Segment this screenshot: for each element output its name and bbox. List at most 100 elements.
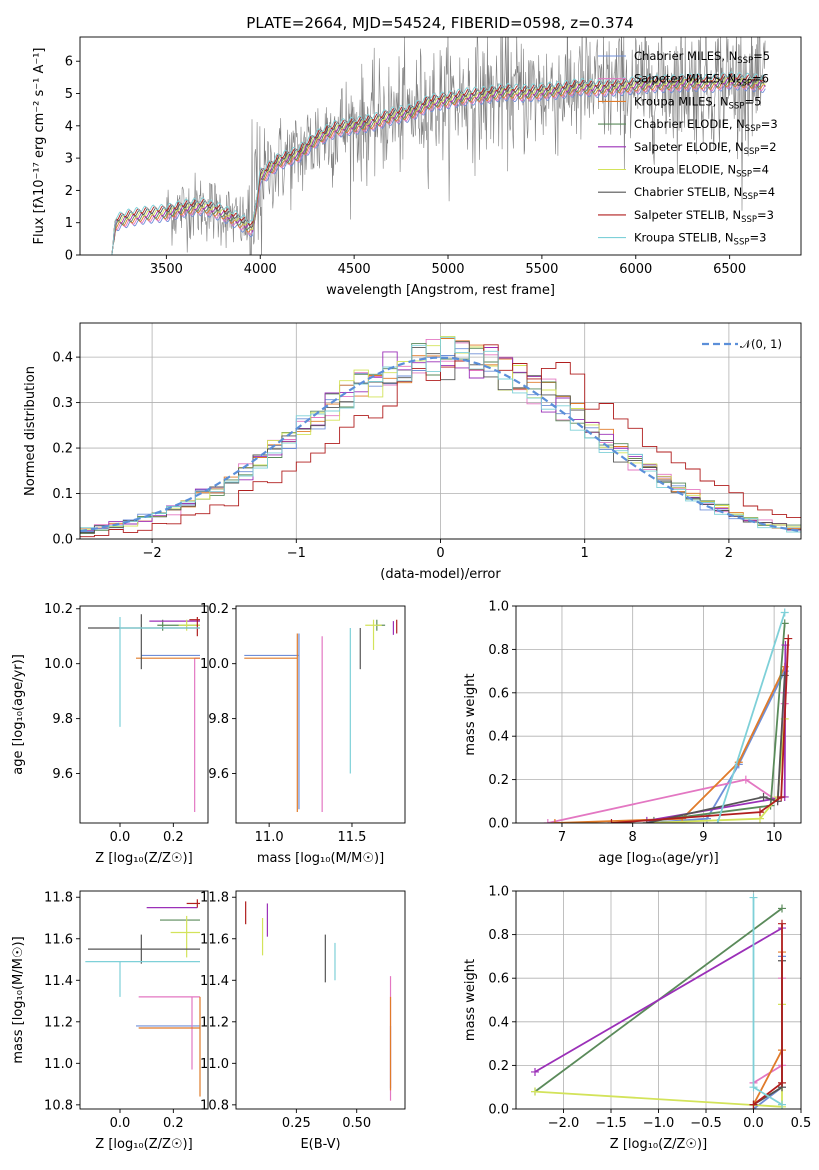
mass-weight-marker (780, 608, 789, 617)
x-tick-label: −1 (287, 546, 306, 561)
mass-weight-line (753, 978, 783, 1084)
panel-weight_vs_age: 7 8 9 10 0.0 0.2 0.4 0.6 0.8 1.0 age [log₁₀(age/yr… (463, 600, 802, 866)
y-tick-label: 0.6 (488, 686, 509, 701)
mass-weight-marker (749, 1100, 758, 1109)
y-tick-label: 10.0 (200, 657, 229, 672)
gaussian-curve (80, 356, 801, 533)
y-tick-label: 0.4 (52, 351, 73, 366)
x-tick-label: 6000 (619, 262, 652, 277)
y-tick-label: 11.2 (44, 1015, 73, 1030)
y-tick-label: 0.0 (488, 1103, 509, 1118)
plot-area (244, 619, 398, 813)
x-tick-label: 0.2 (163, 830, 184, 845)
legend-label: Salpeter MILES, NSSP=6 (634, 72, 769, 89)
x-axis-label: wavelength [Angstrom, rest frame] (326, 283, 555, 298)
x-tick-label: −0.5 (690, 1116, 722, 1131)
panel-mass_vs_Z: 0.0 0.2 10.8 11.0 11.2 11.4 11.6 11.8 Z [log₁₀(Z… (11, 890, 209, 1152)
plot-area (111, 37, 766, 255)
x-tick-label: 2 (725, 546, 733, 561)
y-tick-label: 11.8 (44, 891, 73, 906)
plot-area (245, 901, 392, 1101)
mass-weight-marker (713, 819, 722, 823)
x-tick-label: 5000 (431, 262, 464, 277)
errorbar-point (88, 934, 200, 964)
y-tick-label: 0 (65, 249, 73, 264)
y-tick-label: 9.6 (52, 767, 73, 782)
mass-weight-marker (550, 819, 559, 823)
x-tick-label: −2 (143, 546, 162, 561)
y-tick-label: 11.2 (200, 1015, 229, 1030)
legend-label: Salpeter STELIB, NSSP=3 (634, 208, 774, 225)
y-tick-label: 0.1 (52, 487, 73, 502)
legend-label: Chabrier STELIB, NSSP=4 (634, 185, 775, 202)
y-tick-label: 10.8 (200, 1098, 229, 1113)
mass-weight-line (534, 927, 783, 1073)
y-tick-label: 5 (65, 87, 73, 102)
legend-label: Kroupa ELODIE, NSSP=4 (634, 163, 769, 180)
mass-weight-line (653, 623, 786, 822)
axes-frame (79, 36, 802, 256)
mass-weight-line (753, 960, 783, 1106)
errorbar-point (365, 619, 382, 650)
x-tick-label: 0.50 (342, 1116, 371, 1131)
axes-frame (79, 605, 209, 824)
panel-mass_vs_ebv: 0.25 0.50 10.8 11.0 11.2 11.4 11.6 11.8 E(B-V) (200, 890, 406, 1152)
plot-area (80, 335, 801, 538)
mass-weight-marker (755, 808, 764, 817)
mass-weight-line (554, 666, 786, 823)
mass-weight-line (716, 612, 786, 823)
x-tick-label: 9 (699, 830, 707, 845)
x-axis-label: Z [log₁₀(Z/Z☉)] (95, 1137, 192, 1152)
x-tick-label: 4500 (338, 262, 371, 277)
errorbar-point (194, 657, 200, 813)
x-tick-label: 8 (629, 830, 637, 845)
plot-area (531, 893, 786, 1109)
axes-frame (79, 890, 209, 1110)
mass-weight-marker (778, 1100, 786, 1109)
y-tick-label: 9.8 (208, 712, 229, 727)
x-tick-label: 1 (581, 546, 589, 561)
mass-weight-marker (749, 1083, 758, 1092)
y-tick-label: 0.4 (488, 1015, 509, 1030)
plot-area (85, 899, 201, 1097)
errorbar-point (244, 633, 298, 813)
x-tick-label: 10 (766, 830, 783, 845)
legend-label: Chabrier MILES, NSSP=5 (634, 49, 770, 66)
errorbar-point (170, 915, 200, 958)
panel-age_vs_mass: 11.0 11.5 9.6 9.8 10.0 10.2 mass [log₁₀(M/M☉)] (200, 602, 406, 866)
y-tick-label: 11.4 (44, 974, 73, 989)
errorbar-point (178, 619, 200, 631)
y-tick-label: 11.0 (200, 1057, 229, 1072)
x-tick-label: 0.0 (743, 1116, 764, 1131)
x-tick-label: 11.0 (255, 830, 284, 845)
panel-spectrum: 3500 4000 4500 5000 5500 6000 6500 0 1 2 3 4 5 6 wavel… (32, 36, 802, 298)
x-tick-label: 0.5 (791, 1116, 812, 1131)
legend-label: Kroupa STELIB, NSSP=3 (634, 231, 766, 248)
x-tick-label: 6500 (713, 262, 746, 277)
y-tick-label: 11.4 (200, 974, 229, 989)
x-axis-label: mass [log₁₀(M/M☉)] (257, 851, 384, 866)
mass-weight-marker (749, 893, 758, 902)
y-tick-label: 9.8 (52, 712, 73, 727)
x-tick-label: 0.2 (163, 1116, 184, 1131)
axes-frame (235, 605, 406, 824)
y-axis-label: Normed distribution (23, 366, 38, 496)
x-axis-label: Z [log₁₀(Z/Z☉)] (95, 851, 192, 866)
x-tick-label: 4000 (244, 262, 277, 277)
mass-weight-line (611, 638, 790, 823)
mass-weight-marker (759, 792, 768, 801)
y-axis-label: mass weight (463, 673, 478, 755)
mass-weight-line (646, 675, 786, 823)
panel-weight_vs_Z: −2.0 −1.5 −1.0 −0.5 0.0 0.5 0.0 0.2 0.4 0.6 0.8 1.0… (463, 885, 811, 1153)
x-tick-label: 0.0 (110, 830, 131, 845)
axes-frame (515, 605, 802, 824)
errorbar-point (138, 996, 201, 1097)
y-axis-label: Flux [fλ10⁻¹⁷ erg cm⁻² s⁻¹ A⁻¹] (32, 48, 47, 245)
x-tick-label: 3500 (150, 262, 183, 277)
mass-weight-marker (777, 792, 786, 801)
x-tick-label: −1.0 (643, 1116, 675, 1131)
legend-label: Salpeter ELODIE, NSSP=2 (634, 140, 777, 157)
mass-weight-line (646, 645, 787, 822)
mass-weight-marker (607, 819, 616, 823)
